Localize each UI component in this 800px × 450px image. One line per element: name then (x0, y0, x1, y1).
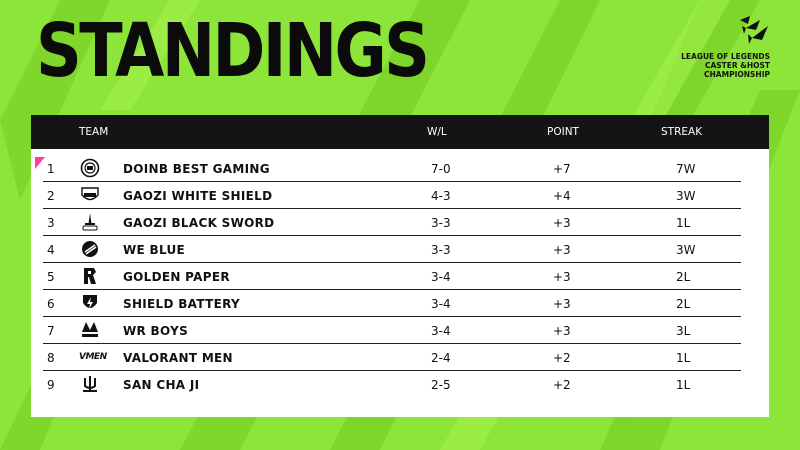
win-loss: 7-0 (431, 162, 451, 176)
team-name: WE BLUE (123, 243, 186, 257)
team-name: SAN CHA JI (123, 378, 200, 392)
rank: 3 (47, 216, 55, 230)
points: +3 (553, 324, 571, 338)
leader-flag-icon (35, 157, 45, 169)
rank: 7 (47, 324, 55, 338)
white-shield-logo-icon (79, 185, 101, 205)
brand-text: LEAGUE OF LEGENDS CASTER &HOST CHAMPIONS… (681, 52, 770, 79)
row-divider (43, 316, 741, 317)
points: +3 (553, 216, 571, 230)
rank: 9 (47, 378, 55, 392)
team-name: DOINB BEST GAMING (123, 162, 270, 176)
table-header: TEAM W/L POINT STREAK (31, 115, 769, 149)
points: +4 (553, 189, 571, 203)
column-header-wl: W/L (427, 126, 447, 138)
streak: 3L (676, 324, 691, 338)
win-loss: 3-4 (431, 297, 451, 311)
row-divider (43, 235, 741, 236)
points: +3 (553, 297, 571, 311)
streak: 2L (676, 270, 691, 284)
column-header-team: TEAM (79, 126, 109, 138)
brand-line: LEAGUE OF LEGENDS (681, 52, 770, 61)
rank: 6 (47, 297, 55, 311)
points: +3 (553, 243, 571, 257)
golden-paper-logo-icon (79, 266, 101, 286)
streak: 1L (676, 378, 691, 392)
we-blue-logo-icon (79, 239, 101, 259)
win-loss: 3-4 (431, 270, 451, 284)
table-row: 4 WE BLUE 3-3 +3 3W (31, 236, 769, 263)
row-divider (43, 181, 741, 182)
table-row: 8 VMEN VALORANT MEN 2-4 +2 1L (31, 344, 769, 371)
standings-table: TEAM W/L POINT STREAK 1 DOINB BEST GAMING… (31, 115, 769, 417)
black-sword-logo-icon (79, 212, 101, 232)
table-row: 9 SAN CHA JI 2-5 +2 1L (31, 371, 769, 398)
team-name: GOLDEN PAPER (123, 270, 230, 284)
brand-line: CHAMPIONSHIP (704, 70, 770, 79)
table-row: 5 GOLDEN PAPER 3-4 +3 2L (31, 263, 769, 290)
wr-boys-logo-icon (79, 320, 101, 340)
table-row: 6 SHIELD BATTERY 3-4 +3 2L (31, 290, 769, 317)
lol-claw-logo-icon (740, 16, 768, 44)
page-title: STANDINGS (36, 8, 430, 94)
brand-block: LEAGUE OF LEGENDS CASTER &HOST CHAMPIONS… (681, 14, 770, 79)
points: +7 (553, 162, 571, 176)
table-row: 7 WR BOYS 3-4 +3 3L (31, 317, 769, 344)
streak: 7W (676, 162, 696, 176)
column-header-point: POINT (547, 126, 579, 138)
doinb-logo-icon (79, 158, 101, 178)
points: +2 (553, 351, 571, 365)
team-name: VALORANT MEN (123, 351, 233, 365)
team-name: GAOZI BLACK SWORD (123, 216, 275, 230)
rank: 1 (47, 162, 55, 176)
team-name: GAOZI WHITE SHIELD (123, 189, 273, 203)
table-body: 1 DOINB BEST GAMING 7-0 +7 7W 2 GAOZI WHITE SH… (31, 155, 769, 398)
row-divider (43, 343, 741, 344)
team-name: WR BOYS (123, 324, 189, 338)
row-divider (43, 289, 741, 290)
streak: 1L (676, 216, 691, 230)
row-divider (43, 262, 741, 263)
table-row: 2 GAOZI WHITE SHIELD 4-3 +4 3W (31, 182, 769, 209)
win-loss: 3-3 (431, 216, 451, 230)
rank: 5 (47, 270, 55, 284)
row-divider (43, 370, 741, 371)
streak: 1L (676, 351, 691, 365)
points: +3 (553, 270, 571, 284)
rank: 4 (47, 243, 55, 257)
rank: 2 (47, 189, 55, 203)
team-name: SHIELD BATTERY (123, 297, 240, 311)
brand-line: CASTER &HOST (704, 61, 770, 70)
row-divider (43, 208, 741, 209)
streak: 3W (676, 243, 696, 257)
valorant-men-logo-icon: VMEN (79, 352, 107, 362)
shield-battery-logo-icon (79, 293, 101, 313)
win-loss: 2-4 (431, 351, 451, 365)
points: +2 (553, 378, 571, 392)
streak: 2L (676, 297, 691, 311)
streak: 3W (676, 189, 696, 203)
table-row: 3 GAOZI BLACK SWORD 3-3 +3 1L (31, 209, 769, 236)
table-row: 1 DOINB BEST GAMING 7-0 +7 7W (31, 155, 769, 182)
win-loss: 4-3 (431, 189, 451, 203)
rank: 8 (47, 351, 55, 365)
win-loss: 3-4 (431, 324, 451, 338)
san-cha-ji-logo-icon (79, 374, 101, 394)
column-header-streak: STREAK (661, 126, 703, 138)
win-loss: 3-3 (431, 243, 451, 257)
win-loss: 2-5 (431, 378, 451, 392)
